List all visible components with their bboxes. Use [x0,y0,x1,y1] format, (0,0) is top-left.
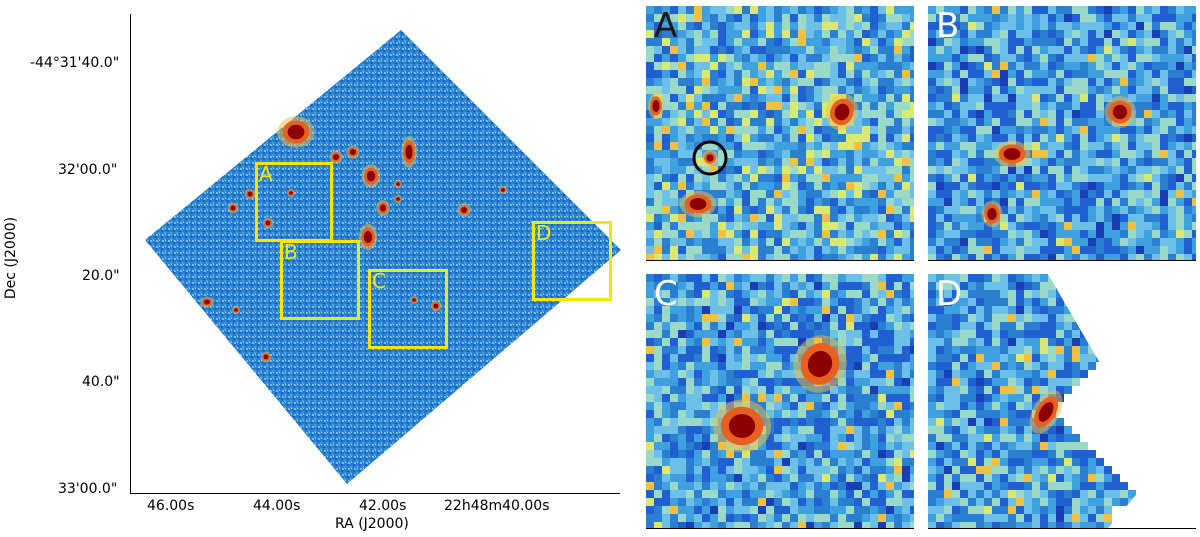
y-tick-label: 32'00.0" [58,162,118,178]
source-blob [230,205,236,211]
source-blob [247,191,253,197]
source-blob [287,124,305,140]
source-blob [234,308,238,312]
source-blob [706,154,714,162]
source-blob [350,149,356,155]
panel-d-image [928,274,1196,528]
source-blob [834,103,850,121]
source-blob [405,144,413,160]
y-axis-title: Dec (J2000) [3,216,20,300]
source-blob [1038,402,1054,422]
source-blob [396,182,400,186]
box-c-label: C [372,269,386,293]
panel-a-image [646,6,914,260]
highlight-circle [692,140,728,176]
x-tick-label: 44.00s [253,498,301,514]
source-blob [380,204,386,212]
panel-b: B [928,6,1196,261]
panel-c-label: C [654,274,678,314]
y-tick-label: 20.0" [82,268,120,284]
box-d [532,221,612,301]
box-d-label: D [536,221,552,245]
source-blob [652,100,660,112]
panel-c-image [646,274,914,528]
source-blob [396,197,400,201]
image-edge-mask [1048,274,1196,528]
panel-c: C [646,274,914,529]
source-blob [333,154,339,160]
source-blob [501,188,505,192]
panel-a: A [646,6,914,261]
source-blob [412,298,416,302]
x-axis-title: RA (J2000) [335,516,409,532]
box-b-label: B [284,240,298,264]
source-blob [204,299,210,305]
source-blob [689,198,707,210]
y-tick-label: -44°31'40.0" [30,55,120,71]
source-blob [1003,148,1021,160]
source-blob [263,354,269,360]
panel-a-label: A [654,6,678,46]
box-b [280,240,360,320]
panel-d: D [928,274,1196,529]
source-blob [366,170,376,182]
source-blob [1112,104,1128,120]
x-tick-label: 42.00s [359,498,407,514]
source-blob [433,303,439,309]
box-a-label: A [259,162,273,186]
source-blob [363,231,373,243]
image-footprint [145,30,621,484]
box-c [368,269,448,349]
y-tick-label: 40.0" [82,374,120,390]
source-blob [807,350,833,378]
source-blob [728,414,756,438]
main-image-plot: A B C D [130,14,621,494]
source-blob [289,191,293,195]
source-blob [461,207,467,213]
source-blob [265,220,271,226]
sky-image [145,30,621,484]
panel-b-label: B [936,6,960,46]
y-tick-label: 33'00.0" [58,481,118,497]
x-tick-label: 22h48m40.00s [444,498,550,514]
panel-d-label: D [936,274,963,314]
panel-b-image [928,6,1196,260]
x-tick-label: 46.00s [147,498,195,514]
source-blob [987,208,997,220]
